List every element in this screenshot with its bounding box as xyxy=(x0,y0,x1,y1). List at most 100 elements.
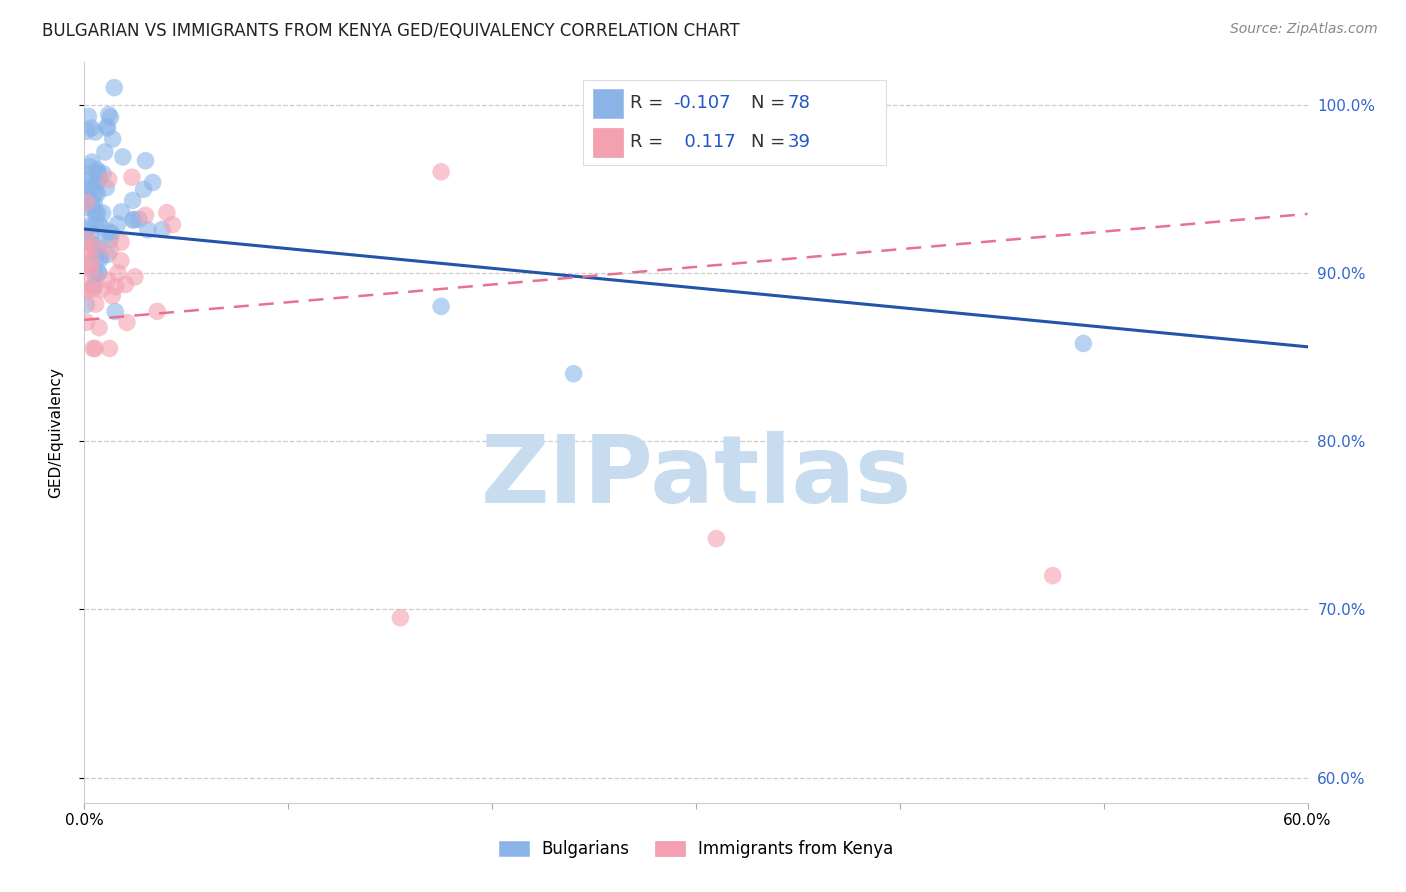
Point xyxy=(104,304,127,318)
Point xyxy=(77,184,100,198)
Point xyxy=(80,155,103,169)
Point xyxy=(121,170,143,185)
Point xyxy=(77,172,100,186)
Point xyxy=(83,202,105,217)
Point xyxy=(82,182,104,196)
FancyBboxPatch shape xyxy=(592,128,623,157)
Text: -0.107: -0.107 xyxy=(672,95,730,112)
Point xyxy=(89,320,111,334)
Point xyxy=(86,162,108,177)
Point xyxy=(89,171,111,186)
Point xyxy=(97,247,120,261)
Point xyxy=(75,192,97,206)
Point xyxy=(97,108,120,122)
Point xyxy=(706,532,728,546)
Point xyxy=(110,253,132,268)
Point xyxy=(90,252,112,266)
Y-axis label: GED/Equivalency: GED/Equivalency xyxy=(49,368,63,498)
Point xyxy=(83,282,105,296)
Point xyxy=(75,297,97,311)
Point xyxy=(84,342,107,356)
Point xyxy=(122,213,145,227)
Point xyxy=(89,218,111,232)
Point xyxy=(110,204,132,219)
Point xyxy=(80,254,103,268)
Point xyxy=(107,266,129,280)
Point xyxy=(124,269,146,284)
Point xyxy=(79,179,101,194)
Point xyxy=(80,194,103,209)
Point xyxy=(94,145,117,159)
Point xyxy=(75,195,97,210)
Point xyxy=(83,238,105,252)
FancyBboxPatch shape xyxy=(592,89,623,118)
Point xyxy=(84,217,107,231)
Point xyxy=(110,235,132,249)
Text: R =: R = xyxy=(630,133,669,151)
Point xyxy=(101,288,124,302)
Point xyxy=(79,260,101,275)
Point xyxy=(75,241,97,255)
Point xyxy=(75,230,97,244)
Point xyxy=(111,150,134,164)
Point xyxy=(430,165,453,179)
Point xyxy=(121,194,143,208)
Text: R =: R = xyxy=(630,95,669,112)
Point xyxy=(84,268,107,283)
Point xyxy=(132,182,155,196)
Point xyxy=(114,277,136,292)
Point xyxy=(98,225,121,239)
Point xyxy=(134,208,156,222)
Point xyxy=(134,153,156,168)
Point xyxy=(75,201,97,215)
Point xyxy=(91,206,114,220)
Point xyxy=(101,227,124,241)
Point xyxy=(150,222,173,236)
Point xyxy=(77,109,100,123)
Point xyxy=(128,212,150,227)
Point xyxy=(1073,336,1095,351)
Text: N =: N = xyxy=(751,95,792,112)
Point xyxy=(84,125,107,139)
Point xyxy=(80,267,103,281)
Point xyxy=(100,243,122,257)
Point xyxy=(96,180,118,194)
Point xyxy=(103,80,125,95)
Point xyxy=(86,186,108,201)
Point xyxy=(89,236,111,251)
Point xyxy=(75,282,97,296)
Point xyxy=(76,234,98,248)
Point xyxy=(80,120,103,135)
Point xyxy=(89,250,111,264)
Text: 78: 78 xyxy=(787,95,810,112)
Legend: Bulgarians, Immigrants from Kenya: Bulgarians, Immigrants from Kenya xyxy=(492,833,900,865)
Point xyxy=(75,221,97,235)
Text: 39: 39 xyxy=(787,133,810,151)
Point xyxy=(84,186,107,200)
Point xyxy=(162,218,184,232)
Point xyxy=(136,223,159,237)
Point xyxy=(86,176,108,190)
Text: BULGARIAN VS IMMIGRANTS FROM KENYA GED/EQUIVALENCY CORRELATION CHART: BULGARIAN VS IMMIGRANTS FROM KENYA GED/E… xyxy=(42,22,740,40)
Text: ZIPatlas: ZIPatlas xyxy=(481,431,911,523)
Point xyxy=(83,240,105,254)
Point xyxy=(80,218,103,232)
Point xyxy=(86,248,108,262)
Point xyxy=(101,132,124,146)
Point xyxy=(87,165,110,179)
Point xyxy=(100,111,122,125)
Text: Source: ZipAtlas.com: Source: ZipAtlas.com xyxy=(1230,22,1378,37)
Point xyxy=(87,266,110,280)
Point xyxy=(75,285,97,299)
Point xyxy=(107,217,129,231)
Point xyxy=(91,167,114,181)
Point xyxy=(97,172,120,186)
Point xyxy=(98,232,121,246)
Point xyxy=(389,611,412,625)
Point xyxy=(122,212,145,227)
Point xyxy=(156,205,179,219)
Point xyxy=(75,124,97,138)
Point xyxy=(83,196,105,211)
Point xyxy=(146,304,169,318)
Point xyxy=(96,121,118,136)
